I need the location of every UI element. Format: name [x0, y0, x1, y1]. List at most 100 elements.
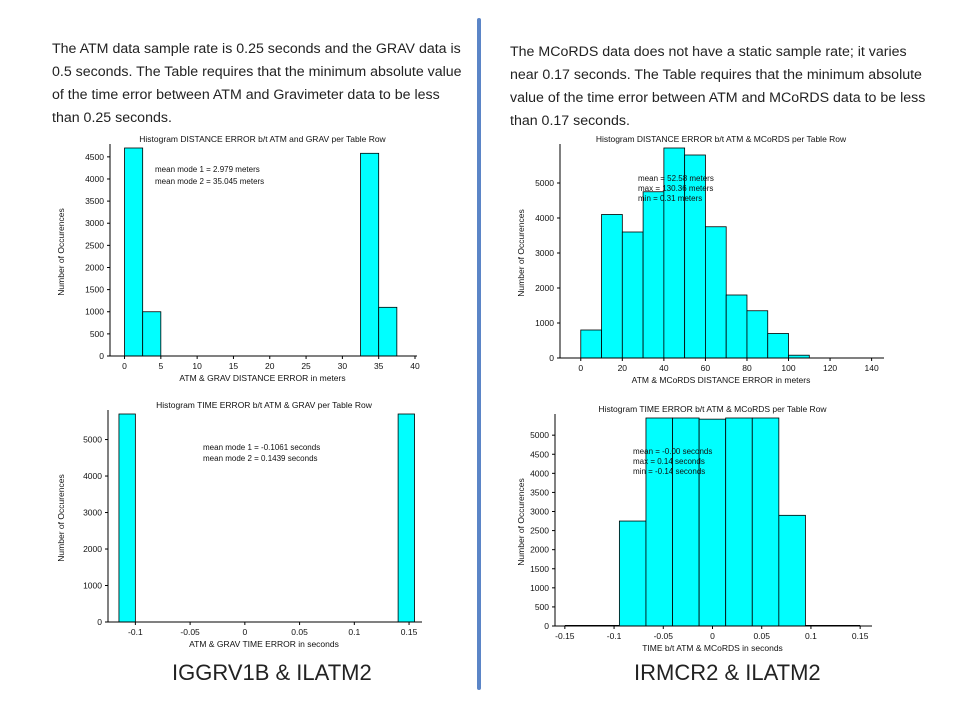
x-tick-label: 0	[122, 361, 127, 371]
annotation-text: max = 130.36 meters	[638, 184, 713, 193]
x-tick-label: 80	[742, 363, 752, 373]
histogram-bar	[767, 333, 789, 359]
x-tick-label: -0.05	[180, 627, 200, 637]
left-description: The ATM data sample rate is 0.25 seconds…	[52, 41, 462, 126]
x-tick-label: 0.05	[291, 627, 308, 637]
y-tick-label: 1000	[85, 307, 104, 317]
y-tick-label: 2000	[535, 283, 554, 293]
annotation-text: mean mode 1 = -0.1061 seconds	[203, 443, 320, 452]
x-tick-label: 20	[618, 363, 628, 373]
histogram-bar	[397, 413, 415, 623]
histogram-bar	[705, 226, 727, 359]
x-tick-label: 35	[374, 361, 384, 371]
chart-title: Histogram TIME ERROR b/t ATM & GRAV per …	[156, 400, 373, 410]
right-description: The MCoRDS data does not have a static s…	[510, 44, 926, 129]
y-tick-label: 3000	[535, 248, 554, 258]
annotation-text: min = -0.14 seconds	[633, 467, 705, 476]
y-tick-label: 3500	[85, 196, 104, 206]
y-tick-label: 4500	[85, 152, 104, 162]
y-tick-label: 1000	[535, 318, 554, 328]
y-tick-label: 0	[544, 621, 549, 631]
x-tick-label: 0.15	[852, 631, 869, 641]
x-tick-label: 0	[710, 631, 715, 641]
y-tick-label: 3500	[530, 487, 549, 497]
histogram-bar	[601, 214, 623, 359]
x-tick-label: 40	[659, 363, 669, 373]
y-tick-label: 0	[97, 617, 102, 627]
y-tick-label: 1500	[85, 285, 104, 295]
x-tick-label: 100	[781, 363, 795, 373]
annotation-text: max = 0.14 seconds	[633, 457, 705, 466]
y-axis-label: Number of Occurences	[56, 474, 66, 561]
histogram-bar	[751, 417, 780, 627]
x-tick-label: -0.1	[607, 631, 622, 641]
annotation-text: mean mode 2 = 0.1439 seconds	[203, 454, 318, 463]
histogram-bar	[645, 417, 673, 627]
y-axis-label: Number of Occurences	[516, 209, 526, 296]
histogram-bar	[642, 191, 665, 359]
histogram-bar	[725, 417, 753, 627]
x-tick-label: 120	[823, 363, 837, 373]
x-axis-label: ATM & GRAV TIME ERROR in seconds	[189, 639, 339, 649]
annotation-text: mean mode 2 = 35.045 meters	[155, 177, 264, 186]
histogram-bar	[360, 152, 380, 357]
y-tick-label: 3000	[85, 218, 104, 228]
y-tick-label: 5000	[535, 178, 554, 188]
x-tick-label: 140	[865, 363, 879, 373]
x-tick-label: 20	[265, 361, 275, 371]
histogram-bar	[725, 294, 748, 359]
distance-error-mcords-histogram: 0 20 40 60 80 100 120 140 0 1000 2000 3000 4000 5000 H…	[516, 134, 884, 385]
center-divider	[477, 18, 481, 690]
x-tick-label: 60	[701, 363, 711, 373]
x-tick-label: -0.05	[654, 631, 674, 641]
histogram-bar	[778, 514, 806, 627]
left-caption: IGGRV1B & ILATM2	[172, 660, 372, 685]
x-tick-label: 15	[229, 361, 239, 371]
y-tick-label: 5000	[530, 430, 549, 440]
y-tick-label: 4500	[530, 449, 549, 459]
y-tick-label: 500	[535, 602, 549, 612]
x-tick-label: 0.1	[805, 631, 817, 641]
x-tick-label: 0	[578, 363, 583, 373]
annotation-text: min = 0.31 meters	[638, 194, 702, 203]
annotation-text: mean = -0.00 seconds	[633, 447, 712, 456]
y-tick-label: 4000	[530, 468, 549, 478]
y-tick-label: 2000	[530, 545, 549, 555]
x-tick-label: -0.15	[555, 631, 575, 641]
y-tick-label: 1500	[530, 564, 549, 574]
x-tick-label: 30	[338, 361, 348, 371]
y-axis-label: Number of Occurences	[56, 208, 66, 295]
annotation-text: mean = 52.58 meters	[638, 174, 714, 183]
chart-title: Histogram TIME ERROR b/t ATM & MCoRDS pe…	[598, 404, 827, 414]
histogram-bar	[621, 231, 644, 359]
x-tick-label: 0.15	[401, 627, 418, 637]
x-tick-label: 40	[410, 361, 420, 371]
y-tick-label: 2000	[83, 544, 102, 554]
time-error-mcords-histogram: -0.15 -0.1 -0.05 0 0.05 0.1 0.15 0 500 1000 1500 20…	[516, 404, 872, 653]
histogram-bar	[142, 311, 162, 357]
histogram-bar	[746, 310, 769, 359]
histogram-bar	[378, 306, 398, 357]
y-tick-label: 5000	[83, 435, 102, 445]
y-tick-label: 0	[99, 351, 104, 361]
x-axis-label: ATM & GRAV DISTANCE ERROR in meters	[179, 373, 345, 383]
x-axis-label: TIME b/t ATM & MCoRDS in seconds	[642, 643, 783, 653]
x-tick-label: 0	[242, 627, 247, 637]
histogram-bar	[124, 147, 144, 357]
x-tick-label: -0.1	[128, 627, 143, 637]
y-tick-label: 500	[90, 329, 104, 339]
x-tick-label: 25	[301, 361, 311, 371]
chart-title: Histogram DISTANCE ERROR b/t ATM and GRA…	[139, 134, 386, 144]
histogram-bar	[580, 329, 602, 359]
x-tick-label: 5	[158, 361, 163, 371]
histogram-bar	[618, 520, 647, 627]
x-tick-label: 0.05	[753, 631, 770, 641]
y-tick-label: 4000	[83, 471, 102, 481]
y-tick-label: 0	[549, 353, 554, 363]
y-tick-label: 4000	[85, 174, 104, 184]
chart-title: Histogram DISTANCE ERROR b/t ATM & MCoRD…	[596, 134, 847, 144]
x-tick-label: 10	[192, 361, 202, 371]
x-tick-label: 0.1	[348, 627, 360, 637]
y-tick-label: 1000	[530, 583, 549, 593]
y-axis-label: Number of Occurences	[516, 478, 526, 565]
